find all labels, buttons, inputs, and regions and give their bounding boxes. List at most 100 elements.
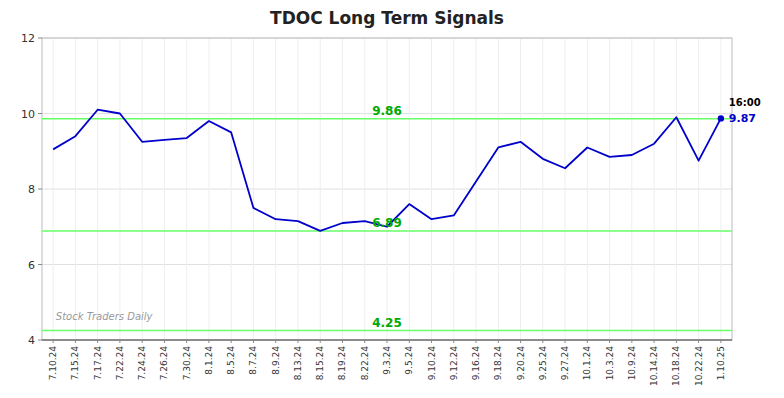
x-tick-label: 7.10.24 xyxy=(48,346,58,381)
x-tick-label: 9.20.24 xyxy=(516,346,526,381)
x-tick-label: 8.7.24 xyxy=(248,346,258,375)
y-tick xyxy=(38,340,42,341)
x-tick-label: 9.27.24 xyxy=(560,346,570,381)
watermark: Stock Traders Daily xyxy=(56,311,154,322)
x-tick xyxy=(520,340,521,343)
x-tick xyxy=(720,340,721,343)
grid-line-x xyxy=(297,38,298,340)
y-tick-label: 10 xyxy=(21,108,35,121)
last-time-label: 16:00 xyxy=(729,97,761,108)
x-tick xyxy=(364,340,365,343)
x-tick xyxy=(75,340,76,343)
last-point xyxy=(718,115,724,121)
reference-line-label: 6.89 xyxy=(372,216,402,230)
plot-frame xyxy=(42,38,732,340)
grid-line-x xyxy=(453,38,454,340)
x-tick xyxy=(631,340,632,343)
x-tick-label: 9.16.24 xyxy=(471,346,481,381)
grid-line-x xyxy=(275,38,276,340)
grid-line-x xyxy=(231,38,232,340)
grid-line-x xyxy=(498,38,499,340)
x-tick xyxy=(208,340,209,343)
y-tick-label: 6 xyxy=(28,259,35,272)
title: TDOC Long Term Signals xyxy=(270,8,504,28)
y-tick xyxy=(38,189,42,190)
x-tick xyxy=(542,340,543,343)
grid-line-x xyxy=(364,38,365,340)
x-tick xyxy=(431,340,432,343)
y-axis: 4681012 xyxy=(21,32,42,347)
y-tick xyxy=(38,264,42,265)
x-tick-label: 9.25.24 xyxy=(538,346,548,381)
x-tick-label: 7.15.24 xyxy=(70,346,80,381)
x-tick-label: 7.22.24 xyxy=(115,346,125,381)
x-tick-label: 8.22.24 xyxy=(360,346,370,381)
x-tick xyxy=(186,340,187,343)
reference-line xyxy=(42,330,732,332)
grid-line-x xyxy=(142,38,143,340)
x-tick xyxy=(231,340,232,343)
x-tick-label: 8.1.24 xyxy=(204,346,214,375)
grid-line-x xyxy=(342,38,343,340)
grid xyxy=(42,38,732,340)
grid-line-x xyxy=(164,38,165,340)
x-tick-label: 8.5.24 xyxy=(226,346,236,375)
x-tick xyxy=(387,340,388,343)
grid-line-x xyxy=(587,38,588,340)
grid-line-x xyxy=(720,38,721,340)
x-tick-label: 7.30.24 xyxy=(182,346,192,381)
x-tick-label: 8.19.24 xyxy=(337,346,347,381)
x-tick xyxy=(409,340,410,343)
grid-line-x xyxy=(631,38,632,340)
x-tick xyxy=(97,340,98,343)
grid-line-x xyxy=(676,38,677,340)
grid-line-x xyxy=(476,38,477,340)
grid-line-x xyxy=(53,38,54,340)
grid-line-x xyxy=(97,38,98,340)
grid-line-x xyxy=(208,38,209,340)
x-tick xyxy=(142,340,143,343)
x-tick xyxy=(53,340,54,343)
x-tick xyxy=(609,340,610,343)
y-tick xyxy=(38,38,42,39)
grid-line-x xyxy=(320,38,321,340)
series-line xyxy=(53,110,721,231)
reference-line-label: 4.25 xyxy=(372,316,402,330)
y-tick-label: 4 xyxy=(28,334,35,347)
x-tick-label: 8.15.24 xyxy=(315,346,325,381)
reference-line-label: 9.86 xyxy=(372,104,402,118)
grid-line-x xyxy=(119,38,120,340)
x-tick-label: 9.18.24 xyxy=(493,346,503,381)
reference-line xyxy=(42,118,732,120)
grid-line-x xyxy=(565,38,566,340)
x-tick-label: 8.13.24 xyxy=(293,346,303,381)
x-tick-label: 7.24.24 xyxy=(137,346,147,381)
x-tick-label: 9.12.24 xyxy=(449,346,459,381)
grid-line-x xyxy=(253,38,254,340)
x-tick xyxy=(676,340,677,343)
x-axis: 7.10.247.15.247.17.247.22.247.24.247.26.… xyxy=(48,340,726,386)
x-tick xyxy=(275,340,276,343)
x-tick xyxy=(253,340,254,343)
x-tick xyxy=(498,340,499,343)
x-tick xyxy=(565,340,566,343)
grid-line-x xyxy=(542,38,543,340)
grid-line-x xyxy=(698,38,699,340)
reference-line xyxy=(42,230,732,232)
grid-line-x xyxy=(431,38,432,340)
x-tick-label: 10.3.24 xyxy=(605,346,615,381)
x-tick-label: 1.10.25 xyxy=(716,346,726,380)
x-tick xyxy=(164,340,165,343)
grid-line-x xyxy=(654,38,655,340)
chart: TDOC Long Term Signals46810127.10.247.15… xyxy=(0,0,784,398)
x-tick xyxy=(698,340,699,343)
x-tick-label: 9.10.24 xyxy=(427,346,437,381)
x-tick-label: 8.9.24 xyxy=(271,346,281,375)
grid-line-x xyxy=(186,38,187,340)
x-tick-label: 10.1.24 xyxy=(582,346,592,381)
x-tick xyxy=(587,340,588,343)
x-tick xyxy=(453,340,454,343)
x-tick-label: 10.18.24 xyxy=(671,346,681,386)
grid-line-x xyxy=(75,38,76,340)
x-tick-label: 10.22.24 xyxy=(694,346,704,386)
